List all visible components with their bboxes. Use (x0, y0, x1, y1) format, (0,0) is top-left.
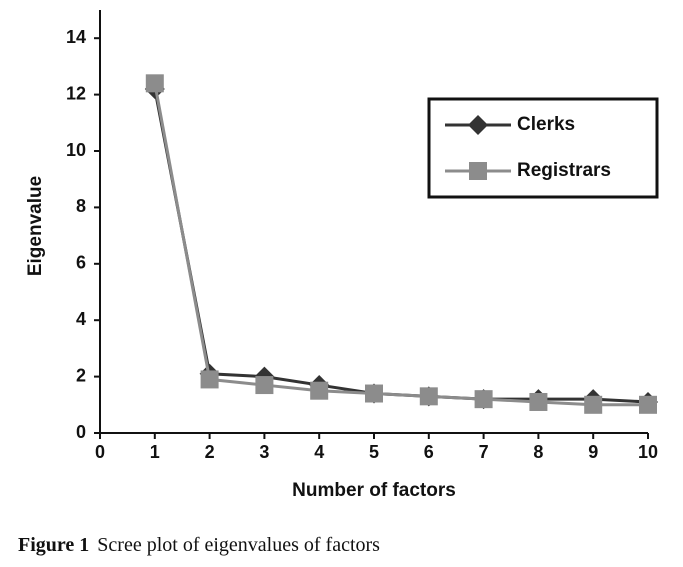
x-axis-title: Number of factors (292, 480, 456, 501)
x-tick-label: 8 (533, 442, 543, 462)
marker (639, 395, 657, 414)
y-tick-label: 14 (66, 27, 86, 47)
legend-label: Registrars (517, 160, 611, 181)
legend-label: Clerks (517, 114, 575, 135)
y-tick-label: 8 (76, 196, 86, 216)
legend-marker (469, 162, 487, 180)
caption-label: Figure 1 (18, 534, 89, 556)
caption-text: Scree plot of eigenvalues of factors (97, 534, 380, 556)
y-tick-label: 12 (66, 83, 86, 103)
marker (474, 390, 493, 409)
marker (310, 381, 329, 400)
x-tick-label: 5 (369, 442, 379, 462)
x-tick-label: 2 (205, 442, 215, 462)
x-tick-label: 4 (314, 442, 324, 462)
y-tick-label: 10 (66, 140, 86, 160)
x-tick-label: 9 (588, 442, 598, 462)
marker (200, 370, 219, 389)
y-tick-label: 2 (76, 365, 86, 385)
caption: Figure 1 Scree plot of eigenvalues of fac… (18, 534, 380, 556)
x-tick-label: 3 (259, 442, 269, 462)
marker (584, 395, 603, 414)
marker (419, 387, 438, 406)
x-tick-label: 1 (150, 442, 160, 462)
marker (145, 74, 164, 93)
marker (365, 384, 383, 403)
x-tick-label: 6 (424, 442, 434, 462)
legend-marker (468, 115, 488, 135)
series-line (153, 83, 648, 407)
x-tick-label: 10 (638, 442, 658, 462)
y-axis-title: Eigenvalue (25, 176, 46, 276)
legend-box (427, 97, 659, 199)
x-tick-label: 7 (479, 442, 489, 462)
marker (255, 376, 274, 395)
x-tick-label: 0 (95, 442, 105, 462)
marker (529, 392, 548, 411)
y-tick-label: 0 (76, 422, 86, 442)
y-tick-label: 4 (76, 309, 86, 329)
y-tick-label: 6 (76, 253, 86, 273)
